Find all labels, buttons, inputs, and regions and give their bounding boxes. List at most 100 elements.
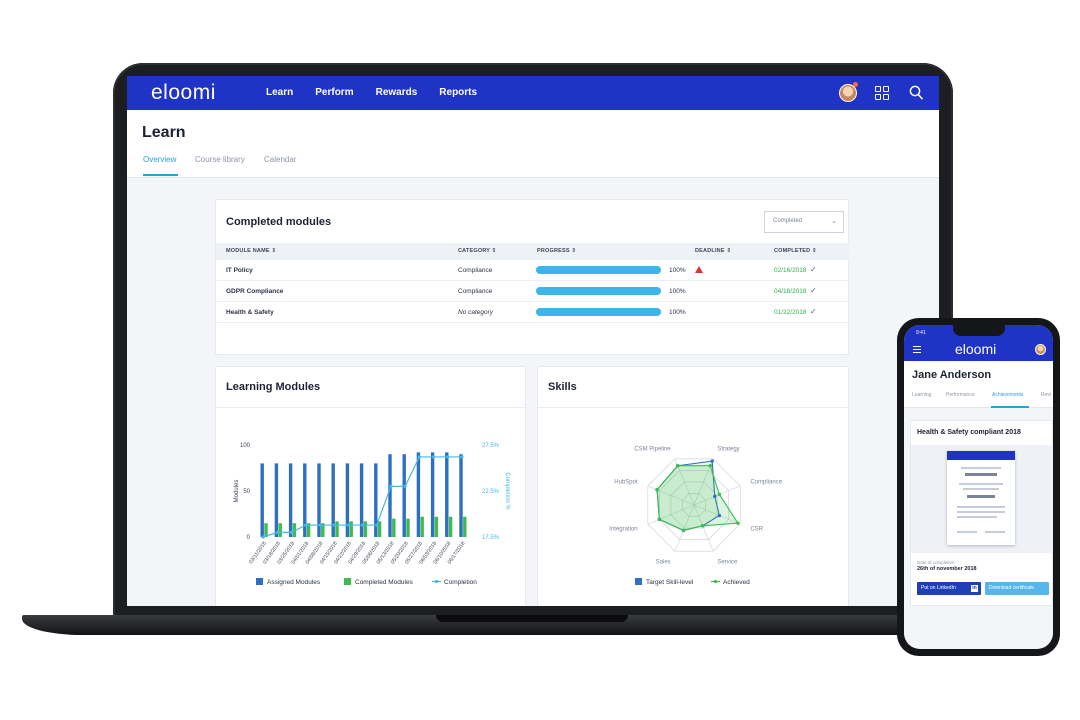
- search-icon[interactable]: [909, 85, 923, 100]
- skills-card: Skills Strategy Compliance CSR Service Sales…: [537, 366, 849, 606]
- assigned-bar: [288, 463, 293, 537]
- laptop-screen: eloomi Learn Perform Rewards Reports Lea…: [127, 76, 939, 606]
- tab-performance[interactable]: Performance: [946, 392, 975, 398]
- active-tab-indicator: [143, 174, 178, 176]
- legend-label: Achieved: [723, 579, 750, 586]
- module-category: Compliance: [458, 288, 493, 295]
- completion-point: [346, 523, 350, 527]
- completed-date: 01/22/2018: [774, 309, 807, 316]
- achievement-card: Health & Safety compliant 2018 Date of c…: [910, 420, 1053, 606]
- nav-rewards[interactable]: Rewards: [375, 87, 418, 98]
- completed-bar: [306, 523, 311, 537]
- assigned-bar: [274, 463, 279, 537]
- radar-spoke: [647, 504, 695, 525]
- completion-point: [275, 530, 279, 534]
- progress-percent: 100%: [669, 309, 686, 316]
- completion-point: [417, 455, 421, 459]
- completion-date: 26th of november 2018: [917, 566, 977, 572]
- eloomi-logo[interactable]: eloomi: [955, 341, 997, 357]
- progress-fill: [536, 287, 661, 295]
- table-header: [216, 243, 849, 260]
- tab-overview[interactable]: Overview: [143, 155, 177, 164]
- nav-learn[interactable]: Learn: [266, 87, 294, 98]
- col-deadline[interactable]: DEADLINE ⇕: [695, 248, 732, 254]
- tab-achievements[interactable]: Achievements: [992, 392, 1024, 398]
- radar-achieved-point: [657, 517, 662, 522]
- completion-point: [403, 484, 407, 488]
- linkedin-button[interactable]: Put on LinkedIn in: [917, 582, 981, 595]
- col-category[interactable]: CATEGORY ⇕: [458, 248, 497, 254]
- download-certificate-button[interactable]: Download certificate: [985, 582, 1049, 595]
- module-name[interactable]: GDPR Compliance: [226, 288, 284, 295]
- completion-point: [289, 530, 294, 534]
- laptop-base: [22, 615, 1052, 635]
- y2-tick-label: 17.5%: [482, 535, 500, 541]
- col-completed[interactable]: COMPLETED ⇕: [774, 248, 817, 254]
- completed-bar: [434, 516, 439, 537]
- completed-bar: [363, 521, 368, 537]
- skills-title: Skills: [548, 381, 577, 393]
- nav-reports[interactable]: Reports: [439, 87, 478, 98]
- table-row[interactable]: Health & Safety No category 100% 01/22/2…: [216, 302, 849, 323]
- assigned-bar: [445, 452, 449, 537]
- completed-bar: [321, 523, 325, 537]
- module-name[interactable]: Health & Safety: [226, 309, 274, 316]
- progress-fill: [536, 266, 661, 274]
- legend-label: Completion: [444, 579, 477, 586]
- active-tab-indicator: [991, 406, 1029, 408]
- learning-modules-chart: 0 50 100 17.5% 22.5% 27.5% Modules Completion %…: [234, 443, 510, 586]
- assigned-bar: [402, 454, 406, 537]
- completion-point: [318, 523, 322, 527]
- skills-radar-chart: Strategy Compliance CSR Service Sales Integra…: [609, 447, 782, 586]
- completed-bar: [292, 523, 297, 537]
- radar-axis-label: Integration: [609, 526, 637, 532]
- radar-spoke: [674, 504, 695, 552]
- page-title: Learn: [142, 124, 186, 141]
- apps-grid-icon[interactable]: [875, 86, 889, 100]
- col-module-name[interactable]: MODULE NAME ⇕: [226, 248, 277, 254]
- completion-point: [389, 484, 393, 488]
- certificate-thumbnail[interactable]: [947, 451, 1015, 545]
- radar-target-point: [710, 459, 714, 463]
- eloomi-logo[interactable]: eloomi: [151, 81, 216, 104]
- completion-point: [332, 523, 336, 527]
- radar-axis-label: HubSpot: [614, 480, 638, 486]
- legend-swatch: [256, 578, 263, 585]
- user-avatar[interactable]: [839, 84, 857, 102]
- progress-percent: 100%: [669, 288, 686, 295]
- sort-icon: ⇕: [571, 248, 577, 254]
- status-filter-select[interactable]: Completed ⌄: [764, 211, 844, 233]
- divider: [216, 407, 525, 408]
- radar-target-point: [717, 513, 722, 518]
- hamburger-menu-icon[interactable]: [913, 346, 921, 355]
- phone-notch: [953, 325, 1005, 336]
- nav-perform[interactable]: Perform: [315, 87, 354, 98]
- learning-modules-title: Learning Modules: [226, 381, 321, 393]
- user-avatar[interactable]: [1035, 344, 1046, 355]
- completion-point: [375, 523, 379, 527]
- chevron-down-icon: ⌄: [831, 218, 837, 225]
- radar-spoke: [693, 504, 714, 552]
- legend-swatch: [434, 579, 439, 584]
- assigned-bar: [303, 463, 307, 537]
- tab-course-library[interactable]: Course library: [195, 155, 245, 164]
- top-navbar: eloomi Learn Perform Rewards Reports: [127, 76, 939, 110]
- tab-calendar[interactable]: Calendar: [264, 155, 297, 164]
- completed-bar: [335, 521, 339, 537]
- legend-label: Target Skill-level: [646, 579, 694, 586]
- y2-tick-label: 27.5%: [482, 443, 500, 449]
- status-filter-value: Completed: [773, 218, 803, 224]
- page-header: Learn Overview Course library Calendar: [127, 110, 939, 178]
- completed-bar: [448, 516, 453, 537]
- tab-learning[interactable]: Learning: [912, 392, 932, 398]
- table-row[interactable]: IT Policy Compliance 100% 02/16/2018 ✓: [216, 260, 849, 281]
- radar-spoke: [693, 504, 741, 525]
- table-row[interactable]: GDPR Compliance Compliance 100% 04/18/20…: [216, 281, 849, 302]
- module-name[interactable]: IT Policy: [226, 267, 253, 274]
- col-progress[interactable]: PROGRESS ⇕: [537, 248, 577, 254]
- completed-bar: [264, 523, 268, 537]
- assigned-bar: [359, 463, 364, 537]
- completion-point: [360, 523, 365, 527]
- completion-point: [261, 535, 265, 539]
- tab-reviews[interactable]: Revi: [1041, 392, 1052, 398]
